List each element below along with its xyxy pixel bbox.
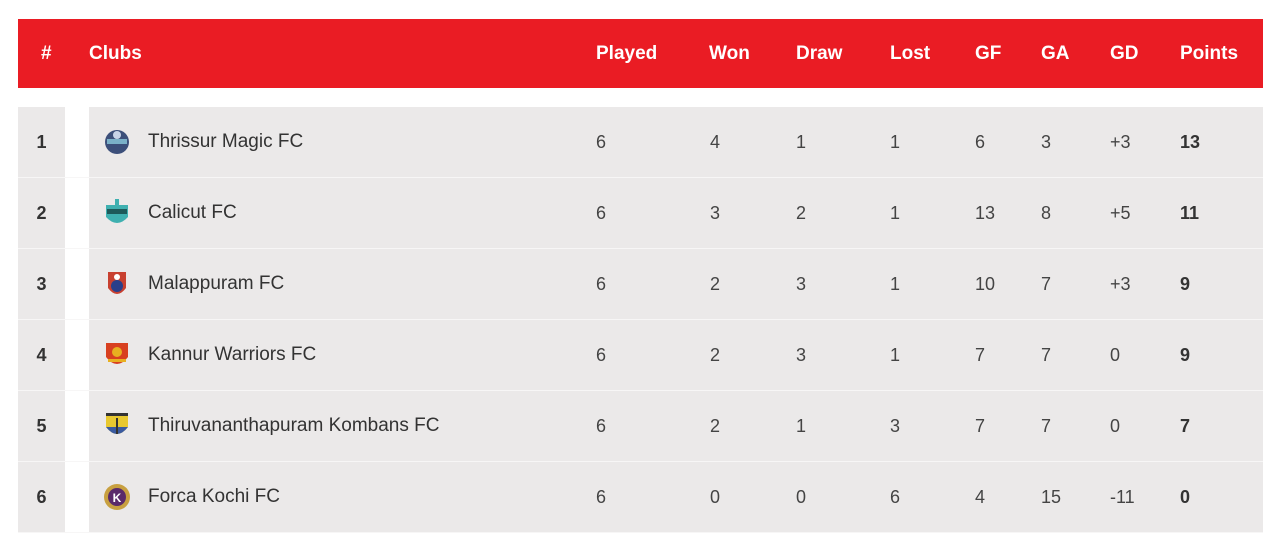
points-value: 9: [1180, 274, 1191, 294]
rank: 6: [36, 487, 47, 507]
header-rank: #: [41, 43, 52, 64]
ga-value: 15: [1041, 487, 1062, 507]
lost-value: 1: [890, 274, 901, 294]
table-row[interactable]: 5 Thiruvananthapuram Kombans FC 6 2 1 3 7 7 0 7: [18, 391, 1263, 462]
rank: 1: [36, 132, 47, 152]
draw-value: 0: [796, 487, 807, 507]
club-crest-icon: [106, 413, 128, 434]
club-cell: Thrissur Magic FC: [89, 107, 1263, 177]
table-row[interactable]: 3 Malappuram FC 6 2 3 1 10 7 +3 9: [18, 249, 1263, 320]
gf-value: 13: [975, 203, 996, 223]
header-points: Points: [1180, 43, 1239, 64]
lost-value: 1: [890, 203, 901, 223]
points-value: 13: [1180, 132, 1201, 152]
table-header: # Clubs Played Won Draw Lost GF GA GD Po…: [18, 19, 1263, 88]
club-name[interactable]: Thiruvananthapuram Kombans FC: [148, 415, 440, 436]
table-row[interactable]: 6 K Forca Kochi FC 6 0 0 6 4 15 -11 0: [18, 462, 1263, 533]
gd-value: -11: [1110, 487, 1135, 507]
club-cell: Calicut FC: [89, 178, 1263, 248]
played-value: 6: [596, 416, 607, 436]
header-ga: GA: [1041, 43, 1070, 64]
played-value: 6: [596, 345, 607, 365]
gf-value: 7: [975, 416, 986, 436]
club-name[interactable]: Calicut FC: [148, 202, 237, 223]
gf-value: 4: [975, 487, 986, 507]
draw-value: 2: [796, 203, 807, 223]
played-value: 6: [596, 132, 607, 152]
club-cell: Malappuram FC: [89, 249, 1263, 319]
header-gd: GD: [1110, 43, 1139, 64]
won-value: 2: [710, 345, 721, 365]
header-played: Played: [596, 43, 658, 64]
club-crest-icon: [108, 272, 126, 294]
played-value: 6: [596, 203, 607, 223]
rank: 4: [36, 345, 47, 365]
played-value: 6: [596, 487, 607, 507]
won-value: 3: [710, 203, 721, 223]
club-cell: K Forca Kochi FC: [89, 462, 1263, 532]
standings-table: 1 Thrissur Magic FC 6 4 1 1 6 3 +3 13 2 Calicut…: [18, 107, 1263, 533]
gd-value: 0: [1110, 416, 1121, 436]
table-row[interactable]: 1 Thrissur Magic FC 6 4 1 1 6 3 +3 13: [18, 107, 1263, 178]
club-crest-icon: K: [104, 484, 130, 510]
points-value: 9: [1180, 345, 1191, 365]
lost-value: 1: [890, 132, 901, 152]
rank: 3: [36, 274, 47, 294]
gf-value: 6: [975, 132, 986, 152]
club-cell: Thiruvananthapuram Kombans FC: [89, 391, 1263, 461]
ga-value: 7: [1041, 345, 1052, 365]
rank: 2: [36, 203, 47, 223]
club-crest-icon: [105, 130, 129, 154]
club-cell: Kannur Warriors FC: [89, 320, 1263, 390]
won-value: 2: [710, 274, 721, 294]
header-lost: Lost: [890, 43, 931, 64]
rank-cell: 4: [18, 320, 65, 390]
rank: 5: [36, 416, 47, 436]
won-value: 4: [710, 132, 721, 152]
lost-value: 1: [890, 345, 901, 365]
club-name[interactable]: Thrissur Magic FC: [148, 131, 304, 152]
header-gf: GF: [975, 43, 1002, 64]
draw-value: 1: [796, 132, 807, 152]
club-name[interactable]: Malappuram FC: [148, 273, 285, 294]
ga-value: 8: [1041, 203, 1052, 223]
club-name[interactable]: Kannur Warriors FC: [148, 344, 317, 365]
won-value: 0: [710, 487, 721, 507]
ga-value: 3: [1041, 132, 1052, 152]
played-value: 6: [596, 274, 607, 294]
rank-cell: 6: [18, 462, 65, 532]
gd-value: +3: [1110, 274, 1131, 294]
rank-cell: 1: [18, 107, 65, 177]
rank-cell: 3: [18, 249, 65, 319]
draw-value: 3: [796, 274, 807, 294]
header-draw: Draw: [796, 43, 843, 64]
header-won: Won: [709, 43, 750, 64]
table-row[interactable]: 2 Calicut FC 6 3 2 1 13 8 +5 11: [18, 178, 1263, 249]
rank-cell: 5: [18, 391, 65, 461]
points-value: 11: [1180, 203, 1200, 223]
gd-value: +3: [1110, 132, 1131, 152]
gf-value: 7: [975, 345, 986, 365]
club-crest-icon: [106, 343, 128, 364]
club-name[interactable]: Forca Kochi FC: [148, 486, 280, 507]
gd-value: +5: [1110, 203, 1131, 223]
points-value: 0: [1180, 487, 1191, 507]
ga-value: 7: [1041, 274, 1052, 294]
won-value: 2: [710, 416, 721, 436]
points-value: 7: [1180, 416, 1191, 436]
table-row[interactable]: 4 Kannur Warriors FC 6 2 3 1 7 7 0 9: [18, 320, 1263, 391]
draw-value: 3: [796, 345, 807, 365]
draw-value: 1: [796, 416, 807, 436]
lost-value: 3: [890, 416, 901, 436]
ga-value: 7: [1041, 416, 1052, 436]
header-clubs: Clubs: [89, 43, 142, 64]
lost-value: 6: [890, 487, 901, 507]
gd-value: 0: [1110, 345, 1121, 365]
club-crest-icon: [106, 199, 128, 223]
svg-text:K: K: [113, 491, 122, 505]
gf-value: 10: [975, 274, 996, 294]
rank-cell: 2: [18, 178, 65, 248]
